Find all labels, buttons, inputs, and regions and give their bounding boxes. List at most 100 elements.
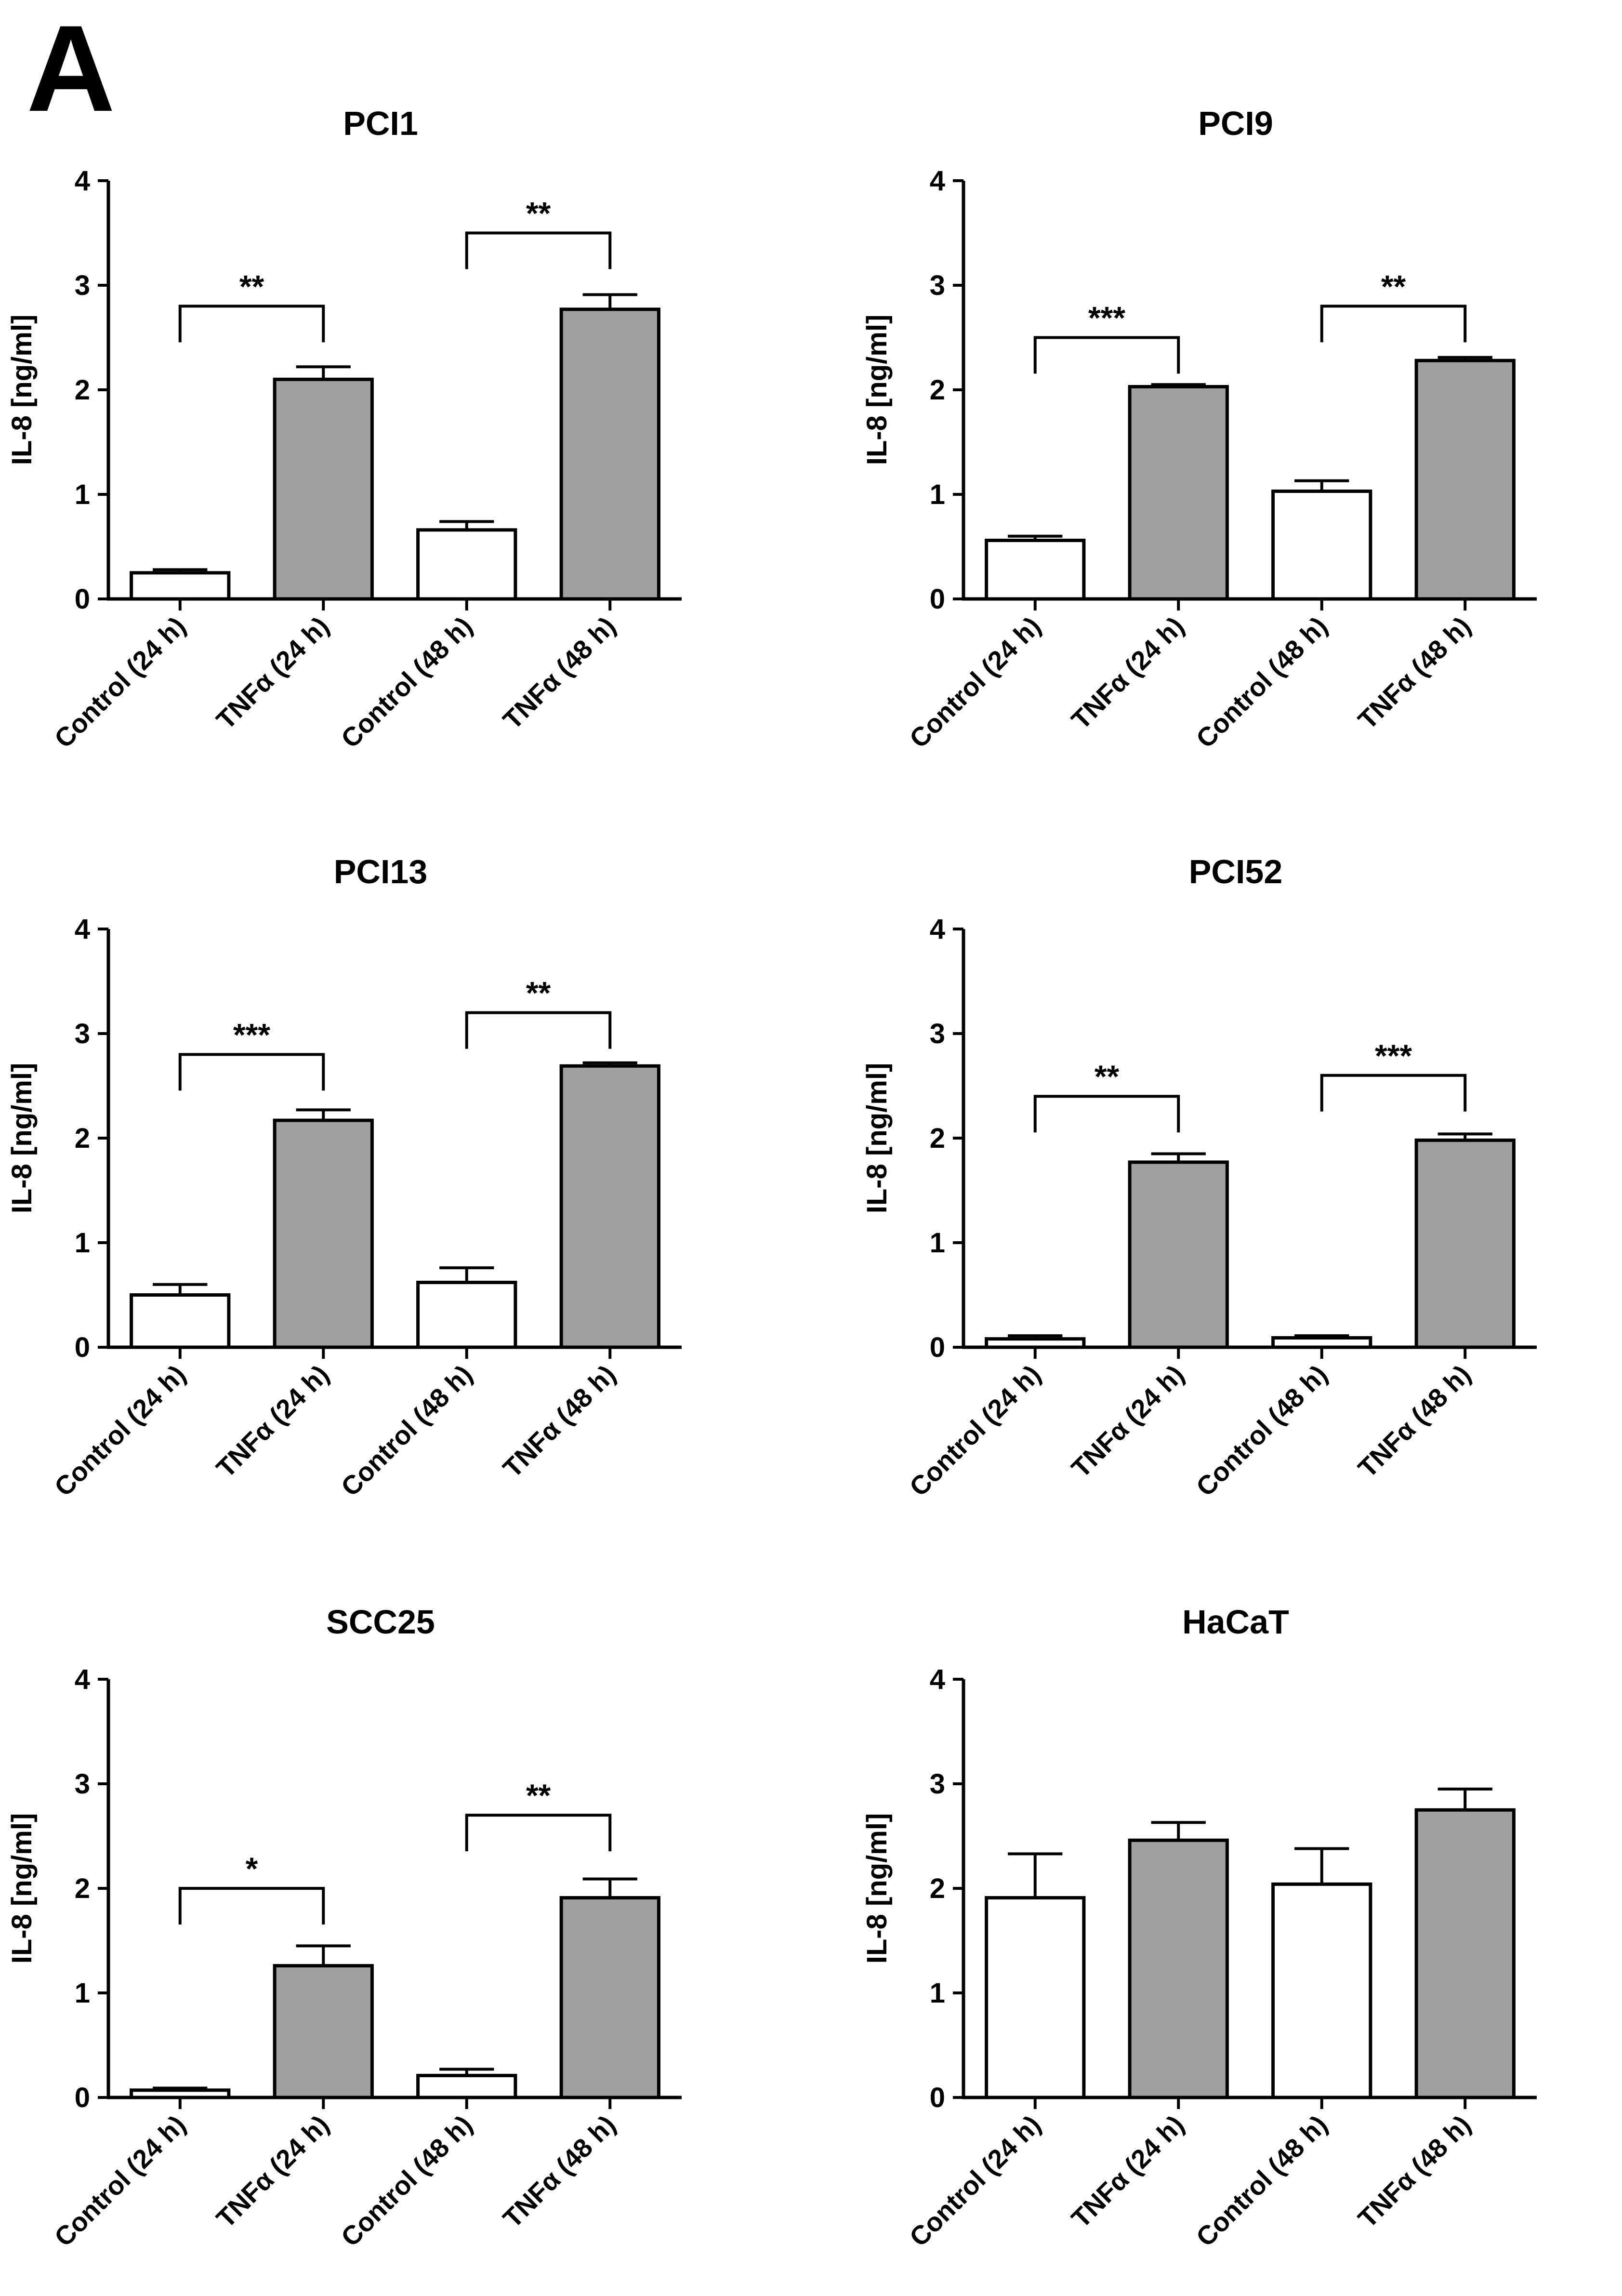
significance-label: ** <box>526 196 551 231</box>
category-label: Control (48 h) <box>335 611 478 754</box>
y-tick-label: 4 <box>75 1664 90 1695</box>
category-label: TNFα (48 h) <box>497 1359 621 1484</box>
significance-bracket <box>465 231 612 269</box>
y-tick-label: 0 <box>930 1332 945 1363</box>
category-label: TNFα (48 h) <box>497 611 621 735</box>
bar <box>1271 1882 1372 2099</box>
y-tick-label: 2 <box>930 1873 945 1904</box>
chart-title: PCI52 <box>1189 853 1283 890</box>
category-label: Control (48 h) <box>1190 2110 1333 2253</box>
category-label: Control (48 h) <box>335 1359 478 1502</box>
y-tick-label: 1 <box>930 1977 945 2009</box>
category-label: Control (24 h) <box>904 1359 1047 1502</box>
bar <box>273 1964 374 2099</box>
bar <box>1271 489 1372 601</box>
chart-title: PCI13 <box>334 853 428 890</box>
significance-bracket <box>1320 1074 1467 1112</box>
y-tick-label: 2 <box>75 374 90 406</box>
bar <box>985 1896 1086 2099</box>
bar <box>559 1064 660 1349</box>
category-label: TNFα (24 h) <box>211 611 335 735</box>
category-label: Control (24 h) <box>49 1359 192 1502</box>
category-label: Control (24 h) <box>49 611 192 754</box>
bar <box>1414 358 1516 601</box>
significance-bracket <box>1033 336 1180 374</box>
bar <box>130 1293 231 1349</box>
y-tick-label: 2 <box>75 1123 90 1154</box>
category-label: TNFα (24 h) <box>1066 2110 1190 2234</box>
y-tick-label: 4 <box>930 914 945 945</box>
bar <box>273 1118 374 1349</box>
category-label: TNFα (24 h) <box>211 2110 335 2234</box>
significance-bracket <box>465 1814 612 1852</box>
category-label: TNFα (48 h) <box>497 2110 621 2234</box>
bar <box>130 2088 231 2099</box>
y-tick-label: 0 <box>930 2082 945 2113</box>
significance-bracket <box>178 1887 325 1924</box>
significance-bracket <box>1320 305 1467 343</box>
y-tick-label: 2 <box>75 1873 90 1904</box>
y-tick-label: 3 <box>75 1768 90 1800</box>
category-label: Control (24 h) <box>904 611 1047 754</box>
category-label: Control (24 h) <box>49 2110 192 2253</box>
significance-label: ** <box>526 975 551 1011</box>
category-label: TNFα (48 h) <box>1352 1359 1477 1484</box>
y-tick-label: 3 <box>75 270 90 301</box>
y-tick-label: 1 <box>930 479 945 510</box>
significance-bracket <box>1033 1095 1180 1133</box>
significance-label: *** <box>1088 300 1125 336</box>
chart-title: PCI9 <box>1198 105 1273 142</box>
category-label: TNFα (24 h) <box>1066 1359 1190 1484</box>
bar <box>416 1280 517 1349</box>
y-tick-label: 0 <box>75 1332 90 1363</box>
category-label: Control (24 h) <box>904 2110 1047 2253</box>
y-axis-label: IL-8 [ng/ml] <box>861 315 893 465</box>
y-tick-label: 3 <box>930 270 945 301</box>
y-tick-label: 4 <box>930 165 945 197</box>
y-tick-label: 2 <box>930 1123 945 1154</box>
y-tick-label: 4 <box>930 1664 945 1695</box>
significance-bracket <box>178 305 325 343</box>
y-tick-label: 4 <box>75 914 90 945</box>
bar <box>416 528 517 601</box>
chart-title: PCI1 <box>343 105 418 142</box>
y-tick-label: 1 <box>75 1977 90 2009</box>
category-label: Control (48 h) <box>1190 1359 1333 1502</box>
y-tick-label: 3 <box>75 1018 90 1049</box>
category-label: TNFα (48 h) <box>1352 2110 1477 2234</box>
y-tick-label: 2 <box>930 374 945 406</box>
bar <box>559 1896 660 2099</box>
bar <box>1414 1138 1516 1349</box>
bar <box>1128 385 1229 601</box>
significance-label: ** <box>526 1778 551 1813</box>
category-label: Control (48 h) <box>335 2110 478 2253</box>
significance-label: * <box>246 1851 258 1886</box>
bar <box>1128 1160 1229 1349</box>
significance-label: ** <box>239 268 264 304</box>
category-label: Control (48 h) <box>1190 611 1333 754</box>
y-tick-label: 4 <box>75 165 90 197</box>
chart-title: HaCaT <box>1182 1603 1289 1641</box>
significance-label: ** <box>1381 268 1406 304</box>
bar <box>1128 1838 1229 2099</box>
category-label: TNFα (24 h) <box>1066 611 1190 735</box>
bar <box>130 571 231 601</box>
bar <box>416 2073 517 2099</box>
y-tick-label: 0 <box>75 584 90 615</box>
bar <box>559 307 660 601</box>
y-tick-label: 3 <box>930 1768 945 1800</box>
significance-label: *** <box>233 1017 270 1052</box>
bar <box>273 377 374 601</box>
y-tick-label: 0 <box>75 2082 90 2113</box>
y-axis-label: IL-8 [ng/ml] <box>861 1063 893 1214</box>
bar <box>985 538 1086 601</box>
y-axis-label: IL-8 [ng/ml] <box>861 1813 893 1964</box>
